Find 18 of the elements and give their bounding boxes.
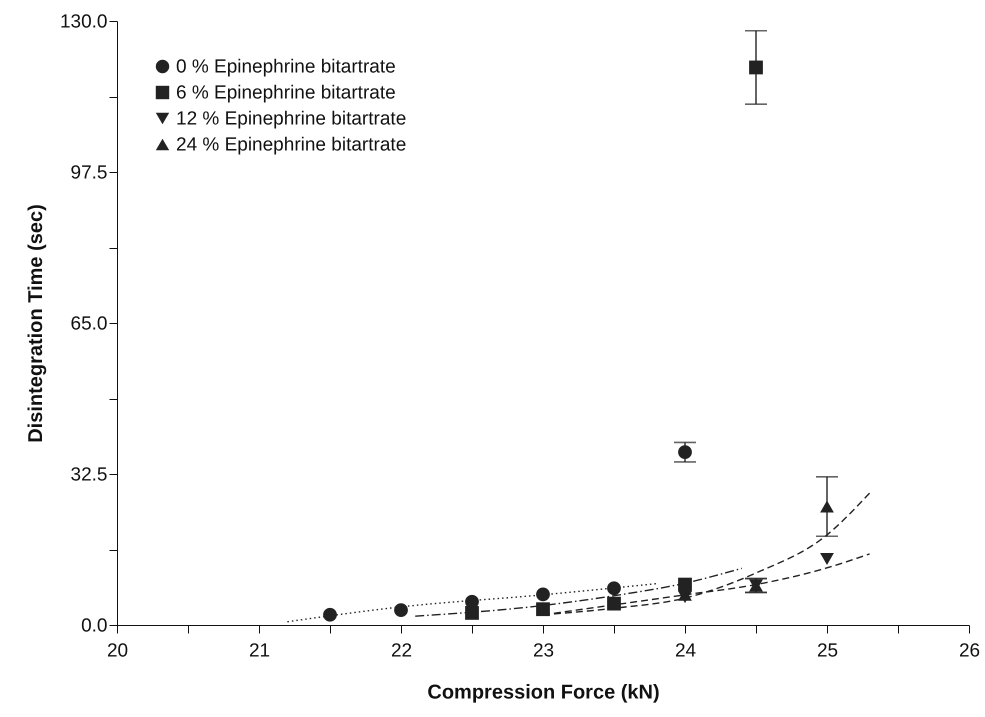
legend-label: 24 % Epinephrine bitartrate (176, 134, 406, 156)
x-tick-label: 26 (958, 640, 980, 662)
y-axis-title: Disintegration Time (sec) (24, 204, 47, 443)
y-tick-label: 0.0 (81, 616, 108, 636)
x-tick-label: 21 (248, 640, 270, 662)
y-tick-label: 130.0 (60, 12, 108, 32)
x-axis-title: Compression Force (kN) (427, 682, 660, 704)
x-tick-label: 25 (816, 640, 838, 662)
y-tick-label: 97.5 (70, 162, 108, 184)
x-tick-label: 24 (674, 640, 696, 662)
y-tick-label: 65.0 (70, 314, 108, 334)
legend-label: 0 % Epinephrine bitartrate (176, 56, 396, 78)
x-tick-label: 23 (532, 640, 554, 662)
x-tick-label: 20 (106, 640, 128, 662)
y-tick-label: 32.5 (70, 464, 108, 486)
legend-label: 12 % Epinephrine bitartrate (176, 108, 406, 130)
legend-label: 6 % Epinephrine bitartrate (176, 82, 396, 104)
x-tick-label: 22 (390, 640, 412, 662)
